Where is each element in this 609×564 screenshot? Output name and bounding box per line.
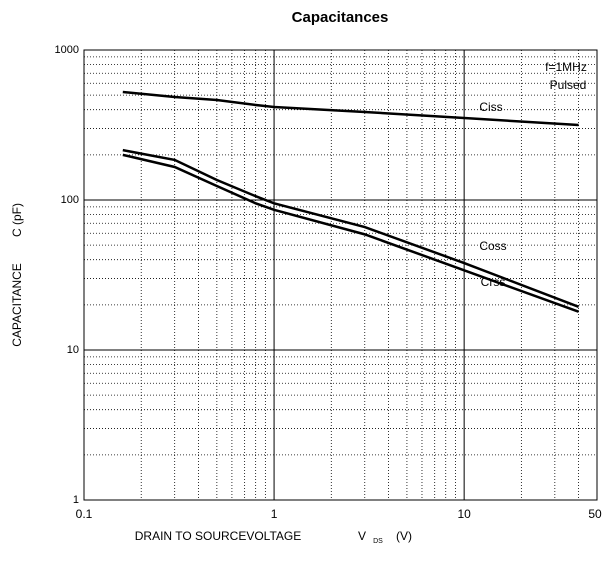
y-tick-label: 100	[61, 194, 79, 206]
plot-frame	[83, 49, 598, 501]
x-label-subscript: DS	[373, 538, 383, 545]
x-label: DRAIN TO SOURCEVOLTAGE	[135, 529, 301, 543]
y-label-symbol: C (pF)	[10, 203, 24, 237]
x-tick-label: 50	[588, 507, 602, 521]
y-label: CAPACITANCE	[10, 263, 24, 347]
chart-title: Capacitances	[292, 9, 389, 26]
x-tick-label: 10	[457, 507, 471, 521]
y-tick-label: 1	[73, 494, 79, 506]
y-axis-label: CAPACITANCE C (pF)	[10, 203, 24, 347]
series-label: Ciss	[479, 100, 502, 114]
series-label: Crss	[481, 275, 506, 289]
annotation: f=1MHz	[545, 60, 587, 74]
annotation: Pulsed	[550, 78, 587, 92]
x-tick-label: 1	[271, 507, 278, 521]
series-line	[122, 148, 580, 308]
series-line	[122, 153, 580, 313]
x-tick-label: 0.1	[76, 507, 93, 521]
y-tick-label: 1000	[55, 44, 79, 56]
y-tick-label: 10	[67, 344, 79, 356]
x-label-symbol: V	[358, 529, 366, 543]
series-line	[122, 90, 579, 127]
x-label-unit: (V)	[396, 529, 412, 543]
series-label: Coss	[479, 239, 506, 253]
